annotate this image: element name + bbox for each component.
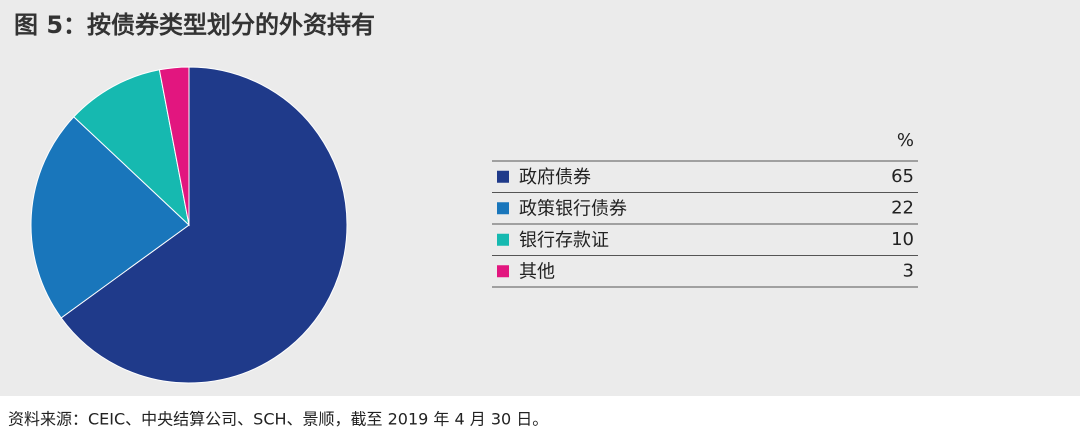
unit-header: % [897, 130, 914, 151]
source-note: 资料来源：CEIC、中央结算公司、SCH、景顺，截至 2019 年 4 月 30… [8, 410, 548, 429]
legend-label: 政策银行债券 [519, 198, 627, 219]
legend-label: 政府债券 [519, 167, 591, 188]
legend-swatch [497, 202, 509, 215]
legend-value: 65 [891, 166, 914, 187]
legend-swatch [497, 233, 509, 246]
legend-value: 3 [903, 260, 914, 281]
legend-swatch [497, 170, 509, 183]
legend-label: 银行存款证 [519, 230, 609, 251]
legend-swatch [497, 265, 509, 278]
pie-slice [158, 66, 190, 226]
pie-slice [60, 66, 348, 384]
pie-slice [73, 69, 190, 227]
legend-value: 10 [891, 229, 914, 250]
legend-label: 其他 [519, 261, 555, 282]
legend-value: 22 [891, 197, 914, 218]
pie-slice [30, 116, 190, 319]
chart-title: 图 5：按债券类型划分的外资持有 [14, 11, 375, 39]
